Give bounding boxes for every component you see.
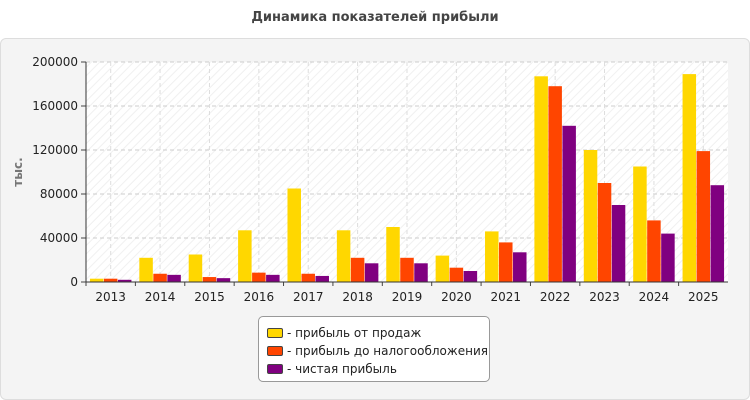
- bars: [89, 74, 725, 282]
- bar-2023-series-2: [611, 205, 626, 282]
- bar-2020-series-2: [463, 271, 478, 282]
- legend-item-net-profit: - чистая прибыль: [267, 360, 489, 378]
- bar-2017-series-2: [315, 275, 329, 282]
- bar-2021-series-1: [499, 242, 513, 282]
- bar-2025-series-0: [682, 74, 697, 282]
- bar-2015-series-1: [202, 277, 217, 282]
- bar-2019-series-1: [400, 257, 414, 282]
- bar-2015-series-0: [188, 254, 203, 282]
- bar-2014-series-0: [139, 257, 153, 282]
- bar-2024-series-1: [647, 220, 661, 282]
- chart-title: Динамика показателей прибыли: [251, 10, 499, 25]
- bar-2019-series-2: [414, 263, 428, 282]
- legend-label: - прибыль от продаж: [287, 326, 422, 340]
- bar-2018-series-0: [336, 230, 351, 282]
- legend-item-pretax-profit: - прибыль до налогообложения: [267, 342, 489, 360]
- y-tick-label: 160000: [32, 99, 78, 113]
- legend-label: - чистая прибыль: [287, 362, 397, 376]
- legend-swatch: [267, 364, 283, 374]
- bar-2017-series-1: [301, 273, 315, 282]
- legend-swatch: [267, 328, 283, 338]
- grid-lines: [86, 61, 728, 282]
- bar-2016-series-0: [238, 230, 252, 282]
- x-tick-label: 2018: [342, 290, 373, 304]
- bar-2015-series-2: [216, 278, 231, 282]
- bar-2021-series-2: [513, 252, 527, 282]
- axes: 0 40000 80000 120000 160000 200000 2013 2014 201…: [32, 55, 728, 304]
- x-tick-label: 2024: [639, 290, 670, 304]
- bar-2023-series-1: [597, 183, 612, 282]
- plot-area: [86, 62, 728, 282]
- bar-2013-series-1: [103, 278, 118, 282]
- bar-2025-series-2: [710, 185, 725, 282]
- y-tick-label: 200000: [32, 55, 78, 69]
- legend-item-sales-profit: - прибыль от продаж: [267, 324, 489, 342]
- x-tick-label: 2016: [244, 290, 275, 304]
- bar-2020-series-0: [435, 255, 450, 282]
- bar-2024-series-2: [661, 233, 675, 282]
- bar-2016-series-1: [252, 272, 266, 282]
- bar-2021-series-0: [485, 231, 499, 282]
- x-tick-label: 2017: [293, 290, 324, 304]
- y-tick-label: 40000: [40, 231, 78, 245]
- x-tick-label: 2019: [392, 290, 423, 304]
- bar-2014-series-1: [153, 273, 167, 282]
- y-axis-label: тыс.: [11, 157, 25, 186]
- bar-2014-series-2: [167, 274, 181, 282]
- bar-2018-series-1: [350, 257, 365, 282]
- bar-2022-series-1: [548, 86, 562, 282]
- x-tick-label: 2013: [95, 290, 126, 304]
- bar-2017-series-0: [287, 188, 301, 282]
- x-tick-label: 2015: [194, 290, 225, 304]
- legend-label: - прибыль до налогообложения: [287, 344, 488, 358]
- bar-2019-series-0: [386, 227, 400, 282]
- x-tick-label: 2021: [490, 290, 521, 304]
- legend-swatch: [267, 346, 283, 356]
- x-tick-label: 2025: [688, 290, 719, 304]
- y-tick-label: 120000: [32, 143, 78, 157]
- bar-2024-series-0: [633, 166, 647, 282]
- bar-2013-series-2: [117, 279, 132, 282]
- x-tick-label: 2022: [540, 290, 571, 304]
- x-tick-label: 2014: [145, 290, 176, 304]
- x-tick-label: 2023: [589, 290, 620, 304]
- bar-2013-series-0: [89, 278, 104, 282]
- bar-2016-series-2: [266, 274, 280, 282]
- bar-2022-series-2: [562, 125, 576, 282]
- bar-2018-series-2: [364, 263, 379, 282]
- bar-2022-series-0: [534, 76, 548, 282]
- bar-2020-series-1: [449, 267, 464, 282]
- y-tick-label: 80000: [40, 187, 78, 201]
- bar-2025-series-1: [696, 151, 711, 282]
- bar-2023-series-0: [583, 150, 598, 282]
- y-tick-label: 0: [70, 275, 78, 289]
- legend: - прибыль от продаж - прибыль до налогоо…: [258, 316, 490, 382]
- x-tick-label: 2020: [441, 290, 472, 304]
